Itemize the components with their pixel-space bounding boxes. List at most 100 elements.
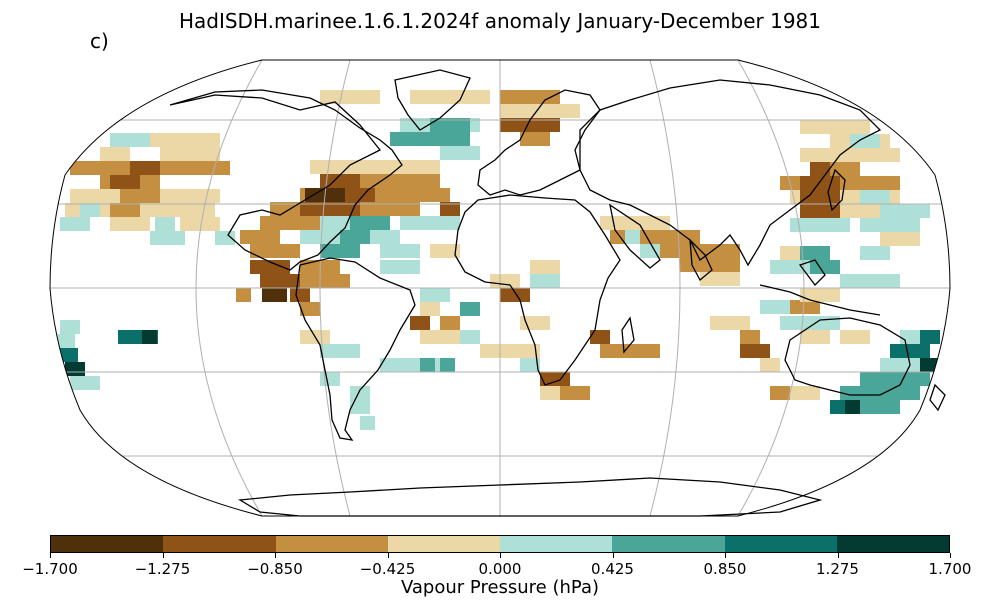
anomaly-cell xyxy=(790,300,820,314)
anomaly-cell xyxy=(440,358,455,372)
anomaly-cell xyxy=(262,288,287,302)
anomaly-cell xyxy=(410,316,430,330)
anomaly-cell xyxy=(360,174,440,188)
anomaly-cell xyxy=(740,330,760,344)
anomaly-cell xyxy=(860,246,890,260)
anomaly-cell xyxy=(440,202,460,216)
anomaly-cell xyxy=(530,274,560,288)
anomaly-cell xyxy=(420,358,435,372)
anomaly-cell xyxy=(590,330,610,344)
anomaly-cell xyxy=(60,217,90,231)
anomaly-cell xyxy=(320,372,340,386)
colorbar-tick-label: −0.425 xyxy=(359,560,416,578)
anomaly-cell xyxy=(300,202,360,216)
colorbar-tick xyxy=(500,553,501,558)
anomaly-cell xyxy=(250,260,290,274)
colorbar-segment xyxy=(51,536,164,552)
anomaly-cell xyxy=(110,217,150,231)
anomaly-cell xyxy=(310,160,440,174)
colorbar-segment xyxy=(612,536,725,552)
colorbar-tick xyxy=(612,553,614,558)
anomaly-cell xyxy=(110,203,140,217)
anomaly-cell xyxy=(530,260,560,274)
anomaly-cell xyxy=(800,330,830,344)
anomaly-cell xyxy=(790,386,820,400)
coastlines xyxy=(169,69,946,517)
anomaly-cell xyxy=(520,132,550,146)
anomaly-cell xyxy=(640,344,660,358)
colorbar-tick-label: −0.850 xyxy=(247,560,303,578)
anomaly-cell xyxy=(260,274,300,288)
colorbar-segment xyxy=(500,536,613,552)
anomaly-cell xyxy=(760,358,780,372)
anomaly-cell xyxy=(500,288,530,302)
anomaly-cell xyxy=(420,302,440,316)
anomaly-cell xyxy=(480,344,540,358)
anomaly-cell xyxy=(70,376,100,390)
anomaly-cell xyxy=(350,216,390,230)
anomaly-cell xyxy=(80,203,100,217)
anomaly-grid-cells xyxy=(55,90,940,430)
anomaly-cell xyxy=(600,216,670,230)
anomaly-cell xyxy=(130,161,160,175)
anomaly-cell xyxy=(400,216,460,230)
anomaly-cell xyxy=(65,362,85,376)
anomaly-cell xyxy=(640,244,660,258)
globe-outline xyxy=(49,59,951,517)
anomaly-cell xyxy=(460,302,480,316)
anomaly-cell xyxy=(180,217,220,231)
colorbar-tick-label: 0.850 xyxy=(703,560,747,578)
colorbar-tick xyxy=(725,553,726,558)
colorbar-tick-label: 0.425 xyxy=(591,560,634,578)
colorbar-tick-label: −1.700 xyxy=(22,560,78,578)
colorbar-segment xyxy=(275,536,388,552)
anomaly-cell xyxy=(360,416,375,430)
anomaly-cell xyxy=(110,175,140,189)
anomaly-cell xyxy=(440,146,480,160)
anomaly-cell xyxy=(58,348,78,362)
anomaly-cell xyxy=(890,344,930,358)
anomaly-cell xyxy=(440,316,460,330)
graticule xyxy=(50,60,950,516)
anomaly-cell xyxy=(160,147,220,161)
anomaly-cell xyxy=(840,386,920,400)
anomaly-cell xyxy=(660,244,740,258)
anomaly-cell xyxy=(830,162,860,176)
anomaly-cell xyxy=(860,190,890,204)
anomaly-cell xyxy=(350,400,370,414)
anomaly-cell xyxy=(236,288,251,302)
colorbar-tick xyxy=(162,553,164,558)
anomaly-cell xyxy=(350,386,370,400)
anomaly-cell xyxy=(380,358,450,372)
anomaly-cell xyxy=(460,330,480,344)
anomaly-cell xyxy=(110,133,150,147)
anomaly-cell xyxy=(100,147,130,161)
anomaly-cell xyxy=(300,274,350,288)
anomaly-cell xyxy=(625,230,640,244)
anomaly-cell xyxy=(770,260,810,274)
colorbar-tick-label: 1.700 xyxy=(928,560,972,578)
anomaly-cell xyxy=(250,244,300,258)
anomaly-cell xyxy=(55,334,75,348)
anomaly-cell xyxy=(860,400,900,414)
colorbar-segment xyxy=(163,536,276,552)
anomaly-cell xyxy=(290,288,310,302)
anomaly-cell xyxy=(780,316,840,330)
anomaly-cell xyxy=(60,320,80,334)
anomaly-cell xyxy=(840,274,900,288)
anomaly-cell xyxy=(860,372,930,386)
colorbar-tick xyxy=(50,553,51,558)
colorbar-segment xyxy=(836,536,949,552)
map-title: HadISDH.marinee.1.6.1.2024f anomaly Janu… xyxy=(178,9,822,33)
anomaly-cell xyxy=(560,386,590,400)
anomaly-cell xyxy=(340,230,370,244)
anomaly-cell xyxy=(880,204,930,218)
anomaly-cell xyxy=(880,232,920,246)
anomaly-cell xyxy=(300,302,320,316)
anomaly-cell xyxy=(800,190,840,204)
anomaly-cell xyxy=(120,189,160,203)
anomaly-cell xyxy=(390,132,470,146)
anomaly-cell xyxy=(320,244,360,258)
anomaly-cell xyxy=(520,358,540,372)
anomaly-cell xyxy=(740,344,770,358)
